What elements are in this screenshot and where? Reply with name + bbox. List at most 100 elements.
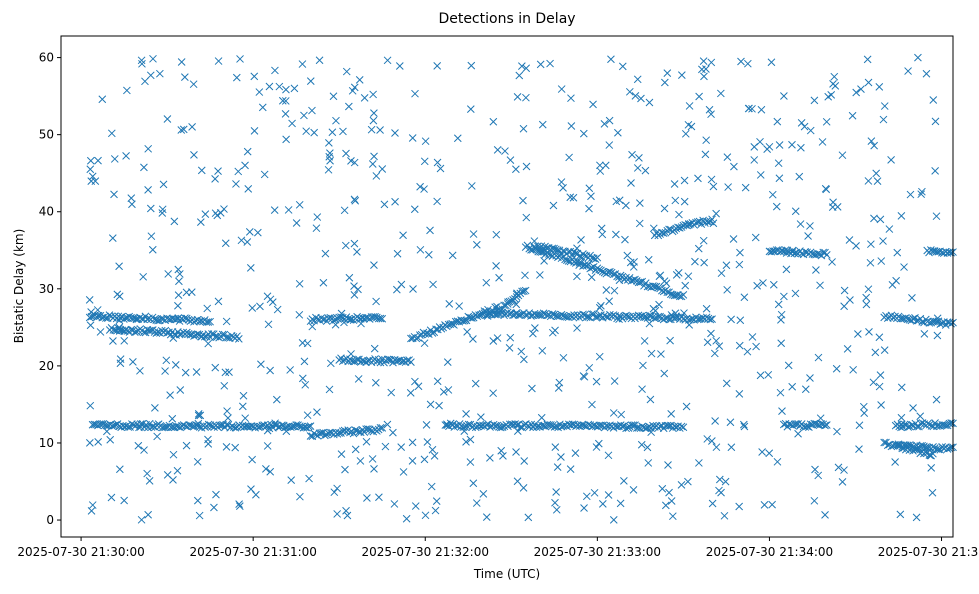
data-point: [161, 367, 169, 375]
data-point: [492, 262, 500, 270]
data-point: [159, 180, 168, 189]
data-point: [838, 151, 847, 160]
data-point: [699, 236, 708, 245]
data-point: [411, 89, 419, 98]
data-point: [254, 228, 262, 237]
data-point: [711, 417, 719, 425]
data-point: [493, 334, 502, 342]
data-point: [148, 245, 157, 254]
data-point: [707, 58, 716, 67]
track-point: [604, 422, 613, 431]
data-point: [633, 164, 642, 172]
track-point: [306, 422, 315, 430]
data-point: [622, 201, 630, 210]
data-point: [757, 105, 766, 114]
data-point: [916, 412, 925, 421]
data-point: [343, 511, 352, 520]
data-point: [389, 428, 397, 437]
data-point: [375, 493, 383, 502]
data-point: [810, 96, 819, 105]
data-point: [250, 127, 259, 135]
data-point: [860, 409, 869, 417]
data-point: [655, 272, 664, 281]
data-point: [891, 458, 899, 466]
data-point: [717, 488, 725, 497]
data-point: [920, 330, 929, 338]
data-point: [849, 365, 858, 374]
data-point: [383, 420, 392, 429]
data-point: [524, 513, 533, 522]
data-point: [246, 264, 255, 272]
data-point: [548, 328, 557, 337]
data-point: [221, 239, 230, 248]
y-tick-label: 20: [39, 359, 54, 373]
data-point: [308, 322, 317, 331]
data-point: [723, 285, 732, 294]
track-point: [511, 420, 519, 428]
track-point: [658, 228, 666, 237]
data-point: [736, 316, 745, 325]
data-point: [340, 206, 349, 215]
data-point: [472, 240, 481, 249]
data-point: [810, 496, 819, 505]
data-point: [528, 384, 536, 393]
data-point: [342, 149, 350, 158]
data-point: [647, 428, 656, 437]
data-point: [86, 321, 95, 330]
track-point: [947, 443, 956, 452]
data-point: [308, 106, 316, 115]
data-point: [549, 201, 558, 210]
data-point: [134, 441, 143, 450]
data-point: [897, 383, 906, 392]
data-point: [266, 366, 274, 375]
data-point: [618, 62, 627, 71]
data-point: [695, 459, 703, 467]
track-point: [880, 438, 889, 447]
data-point: [164, 270, 173, 278]
data-point: [551, 443, 560, 451]
data-point: [571, 449, 580, 457]
data-point: [272, 395, 281, 404]
data-point: [372, 172, 381, 180]
data-point: [552, 488, 561, 496]
data-point: [863, 55, 872, 64]
data-point: [717, 269, 726, 278]
data-point: [702, 304, 711, 313]
data-point: [587, 192, 595, 201]
chart-title: Detections in Delay: [438, 11, 575, 27]
data-point: [848, 111, 857, 120]
data-point: [522, 213, 531, 222]
track-point: [208, 330, 216, 338]
y-tick-label: 10: [39, 436, 54, 450]
data-point: [727, 443, 736, 452]
data-point: [303, 411, 312, 420]
data-point: [436, 164, 445, 173]
data-point: [324, 165, 333, 174]
data-point: [922, 69, 931, 78]
data-point: [645, 98, 654, 107]
data-point: [804, 232, 812, 240]
data-point: [712, 336, 721, 345]
track-point: [624, 423, 632, 432]
data-point: [743, 347, 752, 356]
data-point: [623, 251, 632, 260]
data-point: [737, 57, 745, 66]
data-point: [573, 324, 581, 332]
data-point: [431, 506, 440, 515]
data-point: [768, 500, 776, 509]
data-point: [666, 336, 674, 345]
data-point: [520, 355, 528, 364]
track-point: [708, 315, 716, 324]
data-point: [567, 94, 575, 103]
data-point: [190, 151, 198, 159]
data-point: [467, 182, 476, 190]
data-point: [443, 358, 452, 367]
data-point: [776, 388, 785, 397]
data-point: [342, 67, 351, 76]
data-point: [96, 328, 105, 336]
data-point: [865, 328, 873, 336]
data-point: [791, 289, 800, 298]
data-point: [636, 199, 644, 207]
data-point: [931, 167, 939, 175]
track-point: [557, 310, 566, 319]
